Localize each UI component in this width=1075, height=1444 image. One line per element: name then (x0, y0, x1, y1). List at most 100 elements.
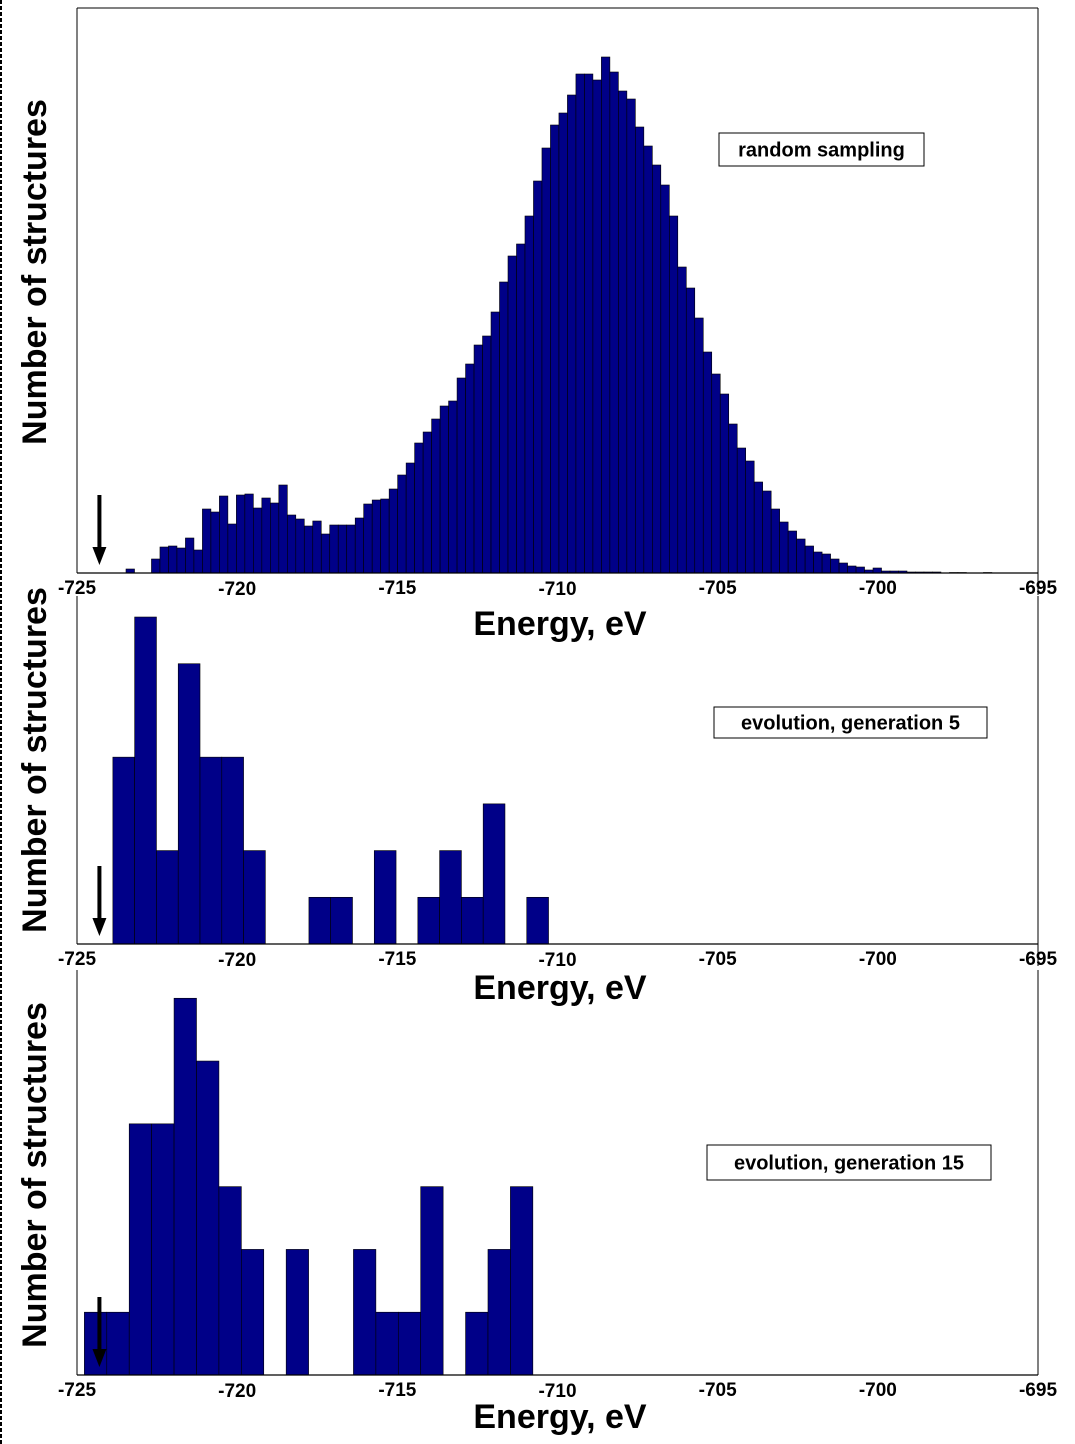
histogram-bar (337, 524, 348, 574)
x-tick-label: -720 (218, 579, 256, 600)
histogram-bar (584, 73, 594, 574)
histogram-bar (363, 503, 373, 574)
legend-label: evolution, generation 5 (741, 713, 960, 735)
histogram-bar (609, 71, 619, 574)
arrow-head (92, 1349, 107, 1367)
histogram-bar (465, 363, 475, 574)
histogram-bar (448, 400, 458, 574)
legend-box: evolution, generation 5 (713, 706, 988, 739)
histogram-bar (830, 558, 840, 574)
histogram-bar (592, 79, 602, 574)
down-arrow-icon (92, 1297, 107, 1367)
histogram-bar (285, 1249, 309, 1376)
histogram-bar (244, 493, 254, 574)
histogram-bar (112, 756, 135, 945)
legend-box: evolution, generation 15 (706, 1144, 992, 1181)
histogram-bar (702, 351, 713, 574)
histogram-bar (199, 756, 223, 945)
histogram-bar (770, 508, 780, 574)
histogram-bar (295, 518, 305, 574)
histogram-bar (482, 803, 506, 945)
x-axis-title: Energy, eV (473, 969, 647, 1007)
histogram-bar (694, 317, 704, 574)
x-tick-label: -710 (538, 1381, 576, 1402)
histogram-bar (168, 545, 178, 574)
histogram-bar (417, 896, 440, 945)
down-arrow-icon (92, 495, 107, 565)
histogram-bar (510, 1186, 534, 1376)
histogram-bar (308, 896, 332, 945)
histogram-bar (745, 460, 755, 574)
histogram-bar (177, 663, 201, 945)
histogram-bar (685, 287, 696, 574)
histogram-bar (151, 558, 161, 574)
histogram-bar (303, 525, 314, 574)
x-tick-label: -695 (1019, 578, 1057, 599)
histogram-panel-1: -725 -720 -715 -710 -705 -700 -695 Energy, eV Nu… (16, 7, 1057, 643)
histogram-bar (753, 481, 763, 574)
histogram-bar (84, 1311, 108, 1376)
histogram-bar (218, 1186, 242, 1376)
histogram-bar (668, 215, 679, 574)
histogram-bar (779, 521, 789, 574)
histogram-bar (405, 462, 415, 574)
legend-frame (706, 1144, 992, 1181)
histogram-bar (236, 494, 246, 574)
histogram-bar (312, 520, 322, 574)
histogram-bar (575, 73, 585, 574)
histogram-bar (193, 549, 203, 574)
histogram-bar (156, 850, 179, 945)
histogram-bar (465, 1311, 489, 1376)
histogram-bar (375, 1311, 399, 1376)
histogram-bar (804, 545, 814, 574)
histogram-bar (227, 523, 237, 574)
x-tick-label: -715 (378, 578, 416, 599)
histogram-bar (380, 498, 390, 574)
histogram-bar (173, 997, 197, 1376)
histogram-bar (660, 184, 670, 574)
histogram-bar (151, 1123, 175, 1376)
histogram-bar (507, 255, 517, 574)
histogram-bar (618, 90, 628, 574)
x-tick-label: -700 (859, 949, 897, 970)
histogram-bar (346, 524, 356, 574)
histogram-bar (176, 547, 186, 574)
histogram-bar (728, 423, 738, 574)
x-tick-label: -695 (1019, 1380, 1057, 1401)
histogram-bar (787, 530, 797, 574)
histogram-bar (286, 514, 297, 574)
histogram-bar (813, 551, 823, 574)
histogram-bar (202, 508, 212, 574)
histogram-bar (278, 484, 288, 574)
histogram-bar (185, 537, 195, 574)
arrow-head (92, 547, 107, 565)
legend-frame (718, 132, 925, 167)
histogram-bar (414, 442, 424, 574)
histogram-bar (524, 215, 534, 574)
y-axis-title: Number of structures (16, 1002, 54, 1348)
histogram-bar (159, 546, 169, 574)
legend-label: evolution, generation 15 (734, 1153, 964, 1175)
histogram-bar (439, 850, 462, 945)
histogram-bar (838, 562, 848, 574)
histogram-bar (128, 1123, 152, 1376)
histogram-bar (499, 281, 509, 574)
histogram-bar (533, 180, 543, 574)
histogram-bar (219, 495, 229, 574)
histogram-bar (473, 344, 483, 574)
histogram-bar (847, 565, 857, 574)
histogram-bar (550, 124, 560, 574)
histogram-bar (420, 1186, 444, 1376)
x-tick-label: -705 (699, 578, 737, 599)
histogram-bar (196, 1060, 220, 1376)
x-tick-label: -705 (699, 1380, 737, 1401)
histogram-bar (353, 1249, 377, 1376)
histogram-bar (487, 1249, 511, 1376)
x-tick-label: -725 (58, 949, 96, 970)
down-arrow-icon (92, 866, 107, 936)
x-axis-title: Energy, eV (473, 1398, 647, 1436)
histogram-bar (106, 1311, 130, 1376)
histogram-bar (872, 567, 882, 574)
histogram-bar (134, 616, 157, 945)
